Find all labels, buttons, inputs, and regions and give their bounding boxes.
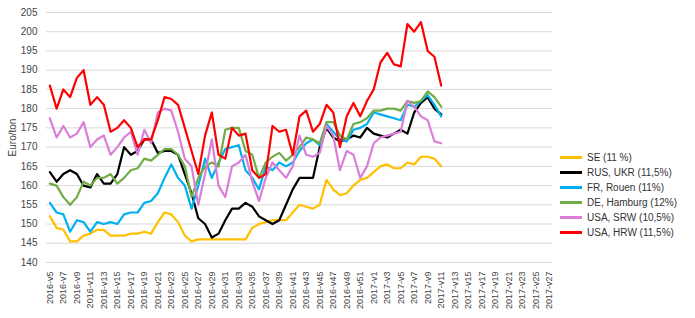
- svg-text:200: 200: [21, 26, 38, 37]
- svg-text:Euro/ton: Euro/ton: [7, 119, 18, 157]
- svg-text:2016-v21: 2016-v21: [153, 272, 163, 310]
- svg-text:205: 205: [21, 7, 38, 18]
- svg-text:2017-v25: 2017-v25: [531, 272, 541, 310]
- svg-text:2016-v7: 2016-v7: [58, 272, 68, 305]
- svg-text:155: 155: [21, 199, 38, 210]
- svg-text:2016-v35: 2016-v35: [247, 272, 257, 310]
- svg-text:180: 180: [21, 103, 38, 114]
- svg-text:2017-v21: 2017-v21: [504, 272, 514, 310]
- html-text:SE (11 %): SE (11 %): [587, 152, 632, 163]
- svg-text:185: 185: [21, 84, 38, 95]
- svg-text:2016-v19: 2016-v19: [139, 272, 149, 310]
- svg-text:195: 195: [21, 45, 38, 56]
- svg-text:2016-v31: 2016-v31: [220, 272, 230, 310]
- svg-text:2016-v5: 2016-v5: [45, 272, 55, 305]
- svg-text:2017-v17: 2017-v17: [477, 272, 487, 310]
- svg-text:2016-v27: 2016-v27: [193, 272, 203, 310]
- svg-text:165: 165: [21, 161, 38, 172]
- svg-text:140: 140: [21, 257, 38, 268]
- svg-text:2016-v17: 2016-v17: [126, 272, 136, 310]
- svg-text:2017-v11: 2017-v11: [436, 272, 446, 309]
- svg-text:175: 175: [21, 122, 38, 133]
- svg-text:190: 190: [21, 64, 38, 75]
- svg-text:2017-v19: 2017-v19: [490, 272, 500, 310]
- svg-text:2016-v45: 2016-v45: [315, 272, 325, 310]
- svg-text:2016-v9: 2016-v9: [72, 272, 82, 305]
- svg-text:2016-v37: 2016-v37: [261, 272, 271, 310]
- svg-text:2016-v43: 2016-v43: [301, 272, 311, 310]
- svg-text:2017-v7: 2017-v7: [409, 272, 419, 305]
- svg-text:2016-v11: 2016-v11: [85, 272, 95, 309]
- svg-text:2016-v39: 2016-v39: [274, 272, 284, 310]
- svg-text:2016-v47: 2016-v47: [328, 272, 338, 310]
- svg-text:2016-v33: 2016-v33: [234, 272, 244, 310]
- svg-text:2016-v13: 2016-v13: [99, 272, 109, 310]
- svg-text:145: 145: [21, 237, 38, 248]
- svg-text:170: 170: [21, 141, 38, 152]
- html-text:USA, HRW (11,5%): USA, HRW (11,5%): [587, 227, 674, 238]
- svg-text:2017-v13: 2017-v13: [450, 272, 460, 310]
- svg-text:2017-v27: 2017-v27: [544, 272, 554, 310]
- svg-text:150: 150: [21, 218, 38, 229]
- svg-text:2016-v29: 2016-v29: [207, 272, 217, 310]
- svg-text:2016-v49: 2016-v49: [342, 272, 352, 310]
- svg-text:2017-v5: 2017-v5: [396, 272, 406, 305]
- svg-text:2017-v3: 2017-v3: [382, 272, 392, 305]
- html-text:RUS, UKR (11,5%): RUS, UKR (11,5%): [587, 167, 672, 178]
- svg-text:2016-v25: 2016-v25: [180, 272, 190, 310]
- svg-text:2017-v1: 2017-v1: [369, 272, 379, 305]
- html-text:FR, Rouen (11%): FR, Rouen (11%): [587, 182, 665, 193]
- svg-text:2017-v23: 2017-v23: [517, 272, 527, 310]
- svg-text:160: 160: [21, 180, 38, 191]
- html-text:USA, SRW (10,5%): USA, SRW (10,5%): [587, 212, 675, 223]
- html-text:DE, Hamburg (12%): DE, Hamburg (12%): [587, 197, 677, 208]
- svg-text:2016-v23: 2016-v23: [166, 272, 176, 310]
- svg-text:2017-v9: 2017-v9: [423, 272, 433, 305]
- svg-text:2016-v41: 2016-v41: [288, 272, 298, 310]
- svg-text:2016-v51: 2016-v51: [355, 272, 365, 310]
- svg-text:2017-v15: 2017-v15: [463, 272, 473, 310]
- svg-text:2016-v15: 2016-v15: [112, 272, 122, 310]
